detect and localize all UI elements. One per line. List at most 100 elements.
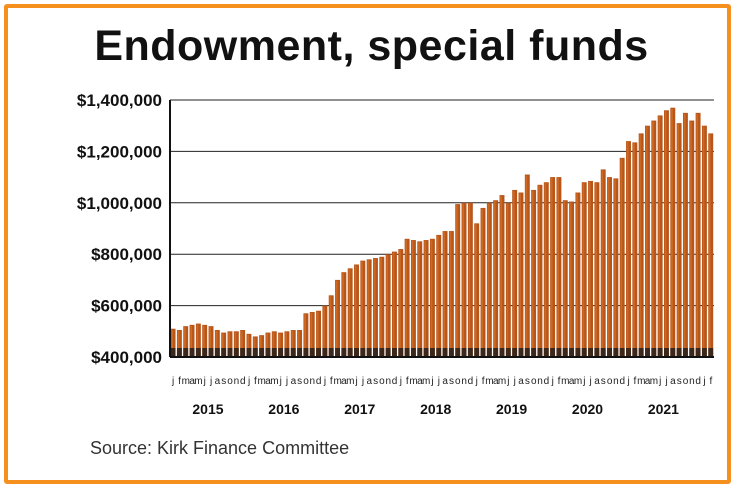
bar-highlight xyxy=(209,327,212,357)
x-month-label: a xyxy=(442,376,448,387)
y-tick-label: $1,200,000 xyxy=(77,142,162,161)
bar-base-tick xyxy=(626,348,631,357)
bar-highlight xyxy=(500,196,502,357)
bar-highlight xyxy=(557,178,559,357)
bar-base-tick xyxy=(252,348,258,357)
x-month-label: n xyxy=(310,376,316,387)
bar-highlight xyxy=(190,325,193,357)
x-month-label: m xyxy=(270,376,278,387)
bar-highlight xyxy=(658,116,661,357)
x-year-label: 2015 xyxy=(192,401,223,417)
x-month-label: f xyxy=(330,376,333,387)
x-month-label: n xyxy=(461,376,467,387)
bar-base-tick xyxy=(436,348,442,357)
x-month-label: a xyxy=(341,376,347,387)
bar-highlight xyxy=(576,193,578,357)
bar-base-tick xyxy=(524,348,530,357)
x-month-label: j xyxy=(285,376,288,387)
bar xyxy=(170,328,176,357)
bar-highlight xyxy=(310,313,313,357)
bar-base-tick xyxy=(562,348,568,357)
bar-highlight xyxy=(645,126,648,357)
bar-highlight xyxy=(361,261,363,357)
x-month-label: n xyxy=(385,376,391,387)
x-month-label: a xyxy=(291,376,297,387)
x-month-label: o xyxy=(455,376,461,387)
bar-base-tick xyxy=(588,348,594,357)
x-month-label: a xyxy=(594,376,600,387)
bar-base-tick xyxy=(278,348,284,357)
bar-base-tick xyxy=(556,348,562,357)
chart-title: Endowment, special funds xyxy=(94,22,649,70)
bar xyxy=(600,169,606,357)
bar-base-tick xyxy=(303,348,309,357)
bar-base-tick xyxy=(297,348,303,357)
bar-base-tick xyxy=(461,348,467,357)
bar-highlight xyxy=(468,203,471,357)
x-month-label: j xyxy=(626,376,629,387)
bar-base-tick xyxy=(246,348,252,357)
x-month-label: a xyxy=(215,376,221,387)
bar-highlight xyxy=(601,170,604,357)
x-month-label: d xyxy=(619,376,625,387)
bar-base-tick xyxy=(259,348,265,357)
bar-highlight xyxy=(228,332,230,357)
bar-highlight xyxy=(411,241,414,357)
bar-base-tick xyxy=(221,348,227,357)
x-month-label: o xyxy=(531,376,537,387)
bar xyxy=(537,184,543,357)
bar-highlight xyxy=(329,296,332,357)
x-month-label: f xyxy=(254,376,257,387)
axes xyxy=(169,100,714,358)
bar-highlight xyxy=(196,324,199,357)
bar-highlight xyxy=(405,239,408,357)
bar-base-tick xyxy=(531,348,537,357)
bar-highlight xyxy=(671,108,673,358)
x-month-label: n xyxy=(689,376,695,387)
bar-highlight xyxy=(569,202,572,357)
bar-highlight xyxy=(234,332,237,357)
bar xyxy=(221,332,227,357)
x-month-label: d xyxy=(392,376,398,387)
bar-base-tick xyxy=(645,348,650,357)
x-month-label: o xyxy=(303,376,309,387)
bar xyxy=(531,189,537,357)
x-month-label: m xyxy=(574,376,582,387)
x-month-label: m xyxy=(650,376,658,387)
bar-highlight xyxy=(202,325,205,357)
x-month-label: j xyxy=(551,376,554,387)
x-month-label: m xyxy=(182,376,190,387)
x-month-label: a xyxy=(493,376,499,387)
bar-base-tick xyxy=(499,348,505,357)
bar-highlight xyxy=(437,235,439,357)
x-month-label: o xyxy=(607,376,613,387)
bar-base-tick xyxy=(227,348,233,357)
x-year-label: 2017 xyxy=(344,401,375,417)
bar-highlight xyxy=(595,183,597,357)
bar-highlight xyxy=(588,181,591,357)
bar-base-tick xyxy=(183,348,189,357)
bar-highlight xyxy=(614,179,616,357)
y-tick-label: $400,000 xyxy=(91,348,162,367)
bar-base-tick xyxy=(398,348,404,357)
bar-base-tick xyxy=(689,348,695,357)
x-month-label: a xyxy=(417,376,423,387)
bar-highlight xyxy=(652,121,654,357)
bar-base-tick xyxy=(613,348,619,357)
bar-base-tick xyxy=(657,348,663,357)
bar xyxy=(651,120,657,357)
bar-highlight xyxy=(563,201,566,357)
bar-base-tick xyxy=(594,348,600,357)
x-month-label: j xyxy=(437,376,440,387)
bar-base-tick xyxy=(493,348,499,357)
x-month-label: n xyxy=(613,376,619,387)
x-month-label: j xyxy=(209,376,212,387)
x-month-label: d xyxy=(544,376,550,387)
bars xyxy=(170,107,714,358)
bar-base-tick xyxy=(682,348,688,357)
bar-highlight xyxy=(316,311,319,357)
bar-highlight xyxy=(690,121,692,357)
bar-base-tick xyxy=(170,348,176,357)
bar-base-tick xyxy=(233,348,239,357)
bar-base-tick xyxy=(632,348,638,357)
